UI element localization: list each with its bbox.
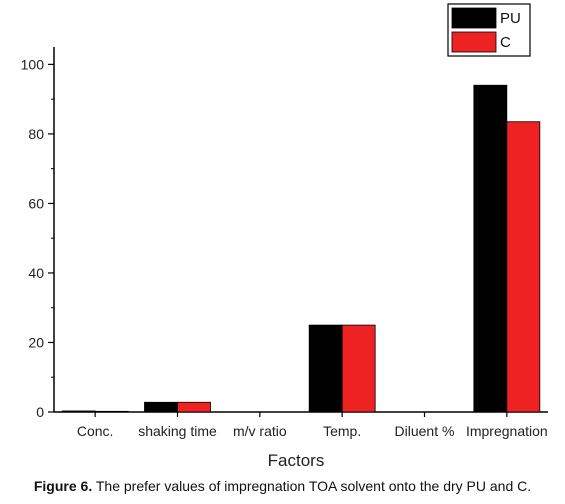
bar-c-1 bbox=[94, 410, 129, 413]
bar-c-4 bbox=[341, 324, 376, 413]
legend-label-c: C bbox=[500, 34, 511, 51]
y-tick-label: 80 bbox=[28, 126, 44, 142]
bar-c-6 bbox=[506, 121, 541, 413]
bar-pu-1 bbox=[61, 410, 96, 413]
x-tick-label: m/v ratio bbox=[233, 423, 287, 439]
bar-pu-6 bbox=[473, 84, 508, 413]
y-tick-label: 20 bbox=[28, 334, 44, 350]
y-tick-label: 60 bbox=[28, 195, 44, 211]
y-tick-label: 100 bbox=[21, 56, 45, 72]
y-tick-label: 0 bbox=[36, 404, 44, 420]
x-tick-label: Temp. bbox=[323, 423, 361, 439]
x-tick-label: Diluent % bbox=[395, 423, 455, 439]
bar-c-2 bbox=[177, 401, 211, 413]
legend-swatch-pu bbox=[451, 7, 497, 29]
figure-caption: Figure 6. The prefer values of impregnat… bbox=[0, 478, 565, 494]
x-tick-label: shaking time bbox=[138, 423, 217, 439]
bar-pu-4 bbox=[308, 324, 343, 413]
axes bbox=[53, 47, 548, 413]
legend: PU C bbox=[447, 3, 531, 57]
legend-swatch-c bbox=[451, 31, 497, 53]
bars bbox=[61, 84, 541, 413]
bar-pu-2 bbox=[144, 401, 178, 413]
caption-label: Figure 6. bbox=[33, 478, 93, 494]
y-tick-label: 40 bbox=[28, 265, 44, 281]
x-tick-label: Impregnation bbox=[466, 423, 548, 439]
caption-text: The prefer values of impregnation TOA so… bbox=[95, 478, 532, 494]
legend-label-pu: PU bbox=[500, 10, 521, 27]
x-tick-label: Conc. bbox=[77, 423, 114, 439]
ticks: 0 20 40 60 80 100 Conc. shaking time m/v ratio Te… bbox=[21, 56, 548, 439]
x-axis-title: Factors bbox=[268, 451, 325, 470]
